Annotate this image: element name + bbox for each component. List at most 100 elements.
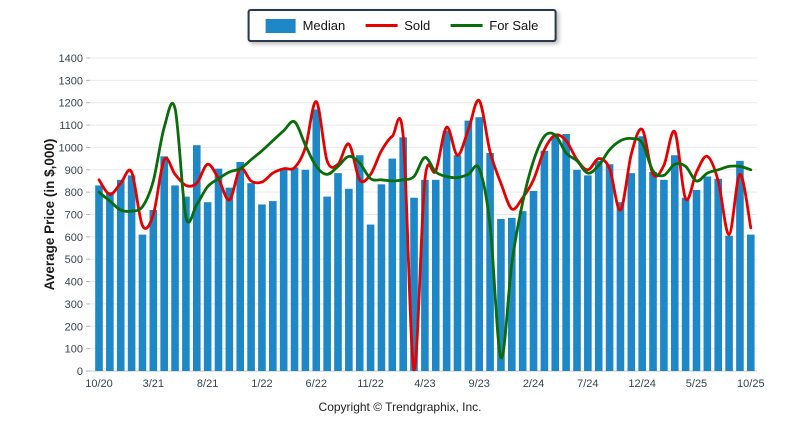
median-bar (410, 197, 418, 371)
median-bar (681, 197, 690, 371)
y-tick-label: 700 (65, 210, 83, 222)
median-bar (269, 201, 277, 371)
median-bar (236, 161, 245, 371)
median-bar (475, 117, 484, 371)
x-tick-label: 10/20 (85, 378, 113, 390)
median-bar (116, 179, 125, 371)
median-bar (192, 145, 201, 371)
forsale-line-swatch-icon (450, 24, 483, 27)
median-bar (594, 160, 603, 371)
median-bar (323, 196, 331, 371)
median-bar (203, 202, 212, 371)
median-bar (508, 217, 516, 371)
median-bar (725, 235, 733, 371)
median-bar (649, 172, 657, 371)
legend-label-median: Median (302, 18, 346, 33)
median-bar (366, 224, 375, 371)
median-bar (301, 169, 310, 371)
median-bar (497, 218, 505, 371)
median-bar (584, 175, 592, 371)
legend-label-forsale: For Sale (489, 18, 539, 33)
for-sale-line (97, 101, 753, 360)
median-bar (562, 134, 570, 371)
y-tick-label: 1000 (59, 142, 83, 154)
median-bar (258, 204, 266, 371)
y-tick-label: 200 (65, 321, 83, 333)
median-bar (605, 164, 614, 371)
copyright-text: Copyright © Trendgraphix, Inc. (318, 400, 482, 414)
median-bar (616, 202, 625, 371)
median-bar (279, 168, 288, 371)
legend-item-forsale: For Sale (450, 18, 538, 33)
median-bar (388, 158, 397, 371)
x-tick-label: 4/23 (414, 378, 435, 390)
median-bar (518, 211, 527, 371)
median-bar (714, 178, 723, 371)
y-tick-label: 300 (65, 299, 83, 311)
x-tick-label: 12/24 (628, 378, 656, 390)
x-tick-label: 1/22 (251, 378, 272, 390)
median-bar (160, 156, 168, 371)
x-tick-label: 3/21 (143, 378, 164, 390)
y-tick-label: 0 (77, 366, 83, 378)
median-bar (345, 188, 353, 371)
y-tick-label: 500 (65, 254, 83, 266)
median-bar (355, 155, 364, 371)
median-bar (573, 169, 581, 371)
median-bar (660, 179, 668, 371)
y-tick-label: 600 (65, 232, 83, 244)
median-bar (225, 187, 234, 371)
median-bar (95, 185, 103, 371)
median-bar (529, 191, 538, 371)
y-tick-label: 100 (65, 344, 83, 356)
median-bar (453, 155, 462, 371)
median-bar (442, 130, 451, 371)
y-tick-label: 1300 (59, 75, 83, 87)
median-bar (638, 136, 646, 371)
median-bar (486, 153, 494, 371)
chart-legend: Median Sold For Sale (247, 9, 557, 42)
y-tick-label: 400 (65, 277, 83, 289)
median-bar (214, 168, 223, 371)
median-bar (106, 192, 114, 371)
x-tick-label: 2/24 (523, 378, 544, 390)
median-bar (551, 136, 560, 371)
x-tick-label: 8/21 (197, 378, 218, 390)
median-bar (627, 173, 636, 371)
median-bar (377, 184, 386, 371)
median-bar (182, 196, 190, 371)
median-bar (692, 189, 701, 371)
legend-item-median: Median (265, 18, 346, 33)
x-tick-label: 10/25 (737, 378, 765, 390)
y-tick-label: 1200 (59, 98, 83, 110)
median-bar-swatch-icon (265, 18, 296, 33)
median-bar (736, 160, 744, 371)
y-tick-label: 900 (65, 165, 83, 177)
median-bar (421, 179, 429, 371)
median-bar (290, 167, 299, 371)
median-bar (334, 173, 342, 371)
x-tick-label: 7/24 (577, 378, 598, 390)
legend-label-sold: Sold (404, 18, 431, 33)
median-bar (312, 109, 321, 372)
median-bar (138, 234, 147, 371)
legend-item-sold: Sold (365, 18, 430, 33)
median-bar (670, 155, 679, 371)
y-axis-title: Average Price (in $,000) (42, 139, 57, 291)
y-tick-label: 1400 (59, 53, 83, 65)
median-bar (540, 150, 549, 371)
median-bar (127, 175, 136, 371)
median-bar (399, 137, 407, 371)
median-bar (431, 179, 440, 371)
median-bar (171, 185, 179, 371)
median-bar (703, 176, 712, 371)
median-bar (747, 234, 755, 371)
x-tick-label: 6/22 (306, 378, 327, 390)
y-tick-label: 800 (65, 187, 83, 199)
x-tick-label: 9/23 (469, 378, 490, 390)
median-bar (149, 210, 158, 371)
x-tick-label: 11/22 (357, 378, 384, 390)
median-bar (247, 183, 255, 371)
